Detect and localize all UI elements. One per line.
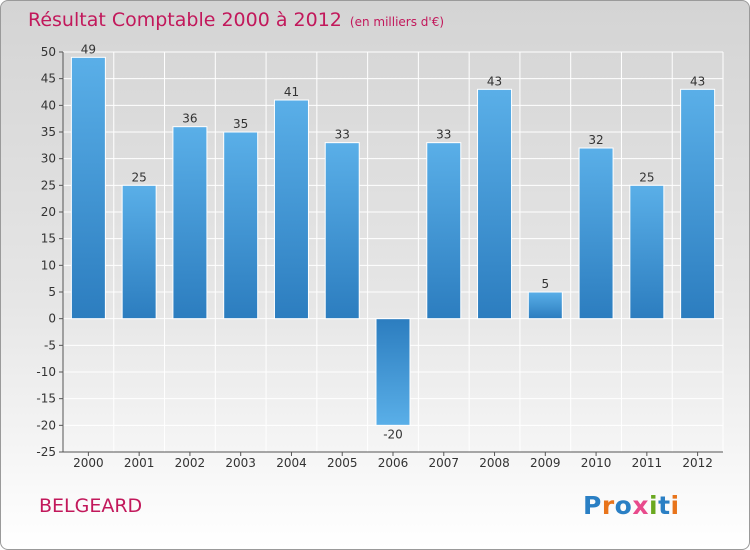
x-tick-label: 2009 (530, 456, 561, 470)
bar (426, 142, 462, 320)
data-label: 33 (335, 128, 350, 142)
y-tick-label: -5 (44, 338, 56, 352)
x-tick-label: 2011 (632, 456, 663, 470)
y-tick-label: 0 (48, 312, 56, 326)
proxiti-logo[interactable]: Proxiti (583, 491, 680, 520)
x-tick-label: 2007 (428, 456, 459, 470)
x-tick-label: 2005 (327, 456, 358, 470)
x-tick-label: 2002 (175, 456, 206, 470)
data-label: 41 (284, 85, 299, 99)
x-tick-label: 2006 (378, 456, 409, 470)
data-label: 25 (132, 170, 147, 184)
y-tick-label: 25 (41, 178, 56, 192)
x-tick-label: 2003 (225, 456, 256, 470)
y-tick-label: 5 (48, 285, 56, 299)
axes (59, 51, 723, 456)
data-label: 36 (182, 112, 197, 126)
bars (70, 56, 716, 426)
y-tick-label: 20 (41, 205, 56, 219)
bar (273, 99, 309, 320)
y-tick-label: -10 (36, 365, 56, 379)
bar (477, 88, 513, 320)
data-labels: 49 25 36 35 41 33 -20 33 43 5 32 25 43 (81, 42, 706, 441)
logo-letter: t (658, 491, 671, 520)
chart-title: Résultat Comptable 2000 à 2012 (en millie… (28, 9, 444, 31)
logo-letter: P (583, 491, 602, 520)
bar (527, 291, 563, 320)
bar (578, 147, 614, 320)
y-tick-label: 45 (41, 72, 56, 86)
title-unit: (en milliers d'€) (349, 15, 445, 29)
data-label: 49 (81, 42, 96, 56)
data-label: 5 (541, 277, 549, 291)
bar (172, 126, 208, 320)
y-tick-label: 40 (41, 98, 56, 112)
bar (680, 88, 716, 320)
x-tick-label: 2004 (276, 456, 307, 470)
y-tick-label: 10 (41, 258, 56, 272)
data-label: 33 (436, 128, 451, 142)
y-tick-label: -25 (36, 445, 56, 459)
x-tick-label: 2000 (73, 456, 104, 470)
bar (324, 142, 360, 320)
data-label: 32 (588, 133, 603, 147)
y-tick-label: 15 (41, 232, 56, 246)
bar (375, 318, 411, 426)
bar (70, 56, 106, 320)
x-tick-label: 2001 (124, 456, 155, 470)
x-tick-label: 2012 (682, 456, 713, 470)
bar (121, 184, 157, 320)
data-label: 35 (233, 117, 248, 131)
logo-letter: o (614, 491, 633, 520)
logo-letter: i (649, 491, 659, 520)
x-tick-label: 2010 (581, 456, 612, 470)
logo-letter: x (632, 491, 649, 520)
data-label: 43 (690, 74, 705, 88)
data-label: -20 (383, 427, 403, 441)
y-tick-label: 30 (41, 152, 56, 166)
title-text: Résultat Comptable 2000 à 2012 (28, 9, 342, 31)
town-name: BELGEARD (39, 495, 143, 517)
x-tick-labels: 2000 2001 2002 2003 2004 2005 2006 2007 2008 2009… (73, 456, 713, 470)
logo-letter: r (601, 491, 615, 520)
y-tick-label: 50 (41, 45, 56, 59)
y-tick-label: 35 (41, 125, 56, 139)
x-tick-label: 2008 (479, 456, 510, 470)
data-label: 25 (639, 170, 654, 184)
logo-letter: i (670, 491, 680, 520)
data-label: 43 (487, 74, 502, 88)
y-tick-label: -15 (36, 392, 56, 406)
bar (629, 184, 665, 320)
bar (223, 131, 259, 320)
y-tick-label: -20 (36, 418, 56, 432)
